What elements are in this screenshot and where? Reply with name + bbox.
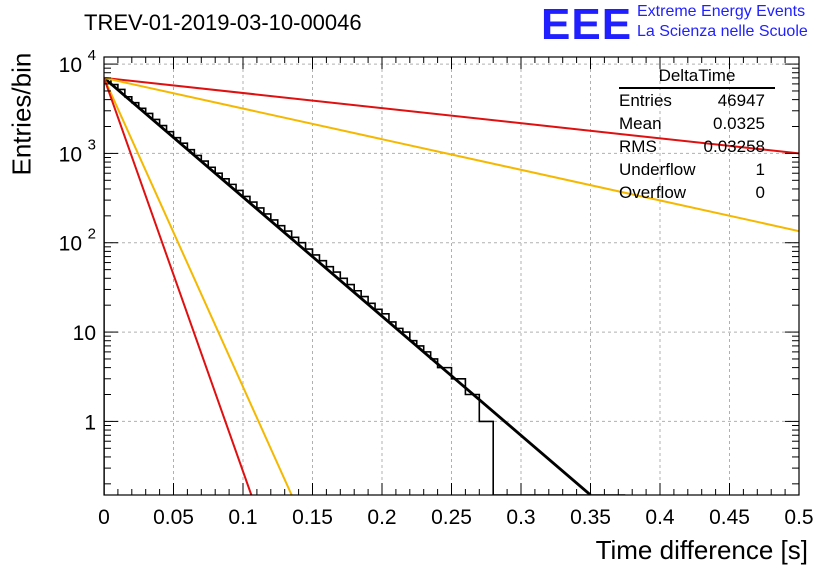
- stats-box: DeltaTime Entries 46947 Mean 0.0325 RMS 0.0…: [611, 66, 779, 204]
- stats-row-rms: RMS 0.03258: [619, 137, 765, 156]
- y-tick-exponent-2: 2: [88, 226, 96, 243]
- stats-row-entries: Entries 46947: [619, 91, 765, 110]
- eee-logo-line2: La Scienza nelle Scuole: [637, 23, 808, 40]
- x-tick-label-4: 0.2: [367, 506, 396, 529]
- eee-logo-line1: Extreme Energy Events: [637, 3, 806, 20]
- y-tick-label-0: 1: [84, 411, 96, 434]
- fit-line-3: [104, 77, 293, 495]
- fit-line-0: [104, 76, 592, 495]
- stats-title: DeltaTime: [619, 66, 775, 89]
- y-tick-exponent-4: 4: [88, 47, 96, 64]
- y-tick-exponent-3: 3: [88, 136, 96, 153]
- x-tick-label-9: 0.45: [709, 506, 750, 529]
- x-tick-label-10: 0.5: [784, 506, 813, 529]
- x-axis-label: Time difference [s]: [595, 535, 808, 565]
- x-tick-label-8: 0.4: [645, 506, 675, 529]
- x-tick-label-7: 0.35: [570, 506, 611, 529]
- y-tick-label-1: 10: [73, 322, 96, 345]
- x-tick-label-0: 0: [98, 506, 110, 529]
- x-tick-label-1: 0.05: [153, 506, 194, 529]
- x-tick-label-5: 0.25: [431, 506, 472, 529]
- y-tick-label-3: 10: [59, 143, 82, 166]
- stats-row-mean: Mean 0.0325: [619, 114, 765, 133]
- x-tick-label-6: 0.3: [506, 506, 535, 529]
- fit-line-4: [104, 77, 253, 495]
- plot-title: TREV-01-2019-03-10-00046: [84, 10, 362, 35]
- fit-line-1: [104, 76, 799, 155]
- eee-logo: EEE: [541, 0, 633, 49]
- x-tick-label-2: 0.1: [228, 506, 257, 529]
- y-tick-label-4: 10: [59, 54, 82, 77]
- fit-line-2: [104, 76, 799, 233]
- histogram-deltatime: [104, 78, 626, 495]
- y-axis-label: Entries/bin: [6, 52, 37, 176]
- stats-row-overflow: Overflow 0: [619, 183, 765, 202]
- x-tick-label-3: 0.15: [292, 506, 333, 529]
- stats-row-underflow: Underflow 1: [619, 160, 765, 179]
- y-tick-label-2: 10: [59, 233, 82, 256]
